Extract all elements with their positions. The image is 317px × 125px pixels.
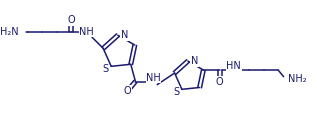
Text: S: S	[173, 87, 179, 97]
Text: NH: NH	[146, 73, 161, 83]
Text: NH₂: NH₂	[288, 74, 307, 84]
Text: O: O	[68, 15, 75, 25]
Text: O: O	[216, 76, 223, 86]
Text: O: O	[124, 86, 132, 96]
Text: S: S	[103, 64, 109, 74]
Text: N: N	[121, 30, 128, 40]
Text: H₂N: H₂N	[0, 27, 19, 37]
Text: NH: NH	[79, 27, 94, 37]
Text: N: N	[191, 56, 198, 66]
Text: HN: HN	[226, 61, 241, 71]
